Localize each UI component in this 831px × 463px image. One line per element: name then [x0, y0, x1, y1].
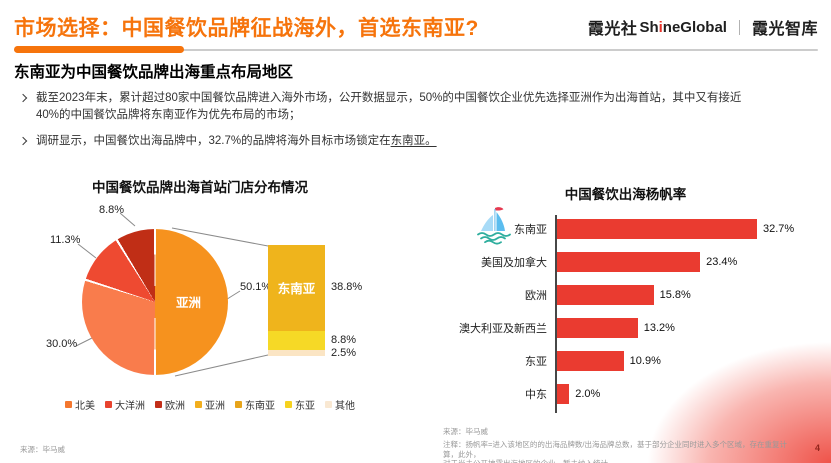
- legend-item: 欧洲: [155, 397, 185, 412]
- bullet-list: 截至2023年末，累计超过80家中国餐饮品牌进入海外市场，公开数据显示，50%的…: [18, 90, 820, 159]
- bar: [557, 318, 638, 338]
- bar-category-label: 东亚: [525, 356, 547, 368]
- stack-value-label: 8.8%: [331, 334, 357, 346]
- legend-item: 东亚: [285, 397, 315, 412]
- bar-chart-title: 中国餐饮出海杨帆率: [564, 187, 687, 202]
- legend-label: 大洋洲: [115, 401, 145, 412]
- bar-row: 东亚 10.9%: [420, 351, 831, 371]
- legend-item: 其他: [325, 397, 355, 412]
- legend-label: 亚洲: [205, 401, 225, 412]
- legend-label: 其他: [335, 401, 355, 412]
- stack-segment: [268, 330, 325, 351]
- source-right: 来源：毕马威: [443, 427, 488, 436]
- bar-category-label: 欧洲: [525, 290, 547, 302]
- logo-red-i: i: [658, 18, 663, 36]
- bullet-text: 调研显示，中国餐饮出海品牌中，32.7%的品牌将海外目标市场锁定在东南亚。: [36, 135, 437, 147]
- bullet-item: 调研显示，中国餐饮出海品牌中，32.7%的品牌将海外目标市场锁定在东南亚。: [18, 133, 820, 150]
- bar-row: 美国及加拿大 23.4%: [420, 252, 831, 272]
- bar: [557, 219, 757, 239]
- legend-label: 东南亚: [245, 401, 275, 412]
- pie-chart-panel: 中国餐饮品牌出海首站门店分布情况 亚洲 50.1% 30.0% 11.3% 8.…: [0, 168, 420, 420]
- legend-swatch: [325, 401, 332, 408]
- footnote-line: 注释：扬帆率=进入该地区的的出海品牌数/出海品牌总数，基于部分企业同时进入多个区…: [443, 440, 787, 459]
- pie: [82, 229, 228, 375]
- bar-category-label: 中东: [525, 389, 547, 401]
- legend-swatch: [195, 401, 202, 408]
- page-number: 4: [814, 443, 820, 453]
- bar: [557, 285, 654, 305]
- underlined-text: 东南亚。: [390, 135, 437, 147]
- bullet-text: 截至2023年末，累计超过80家中国餐饮品牌进入海外市场，公开数据显示，50%的…: [36, 92, 742, 121]
- bar-value-label: 23.4%: [706, 256, 738, 268]
- legend-item: 东南亚: [235, 397, 275, 412]
- bar: [557, 252, 701, 272]
- legend-item: 亚洲: [195, 397, 225, 412]
- source-left: 来源：毕马威: [20, 445, 65, 454]
- bar-value-label: 13.2%: [643, 322, 675, 334]
- legend-swatch: [105, 401, 112, 408]
- arrow-right-icon: [18, 136, 28, 146]
- bar-row: 东南亚 32.7%: [420, 219, 831, 239]
- header-divider-line: [14, 49, 818, 51]
- bar-category-label: 东南亚: [514, 224, 547, 236]
- bullet-item: 截至2023年末，累计超过80家中国餐饮品牌进入海外市场，公开数据显示，50%的…: [18, 90, 820, 124]
- legend-swatch: [235, 401, 242, 408]
- bar-value-label: 32.7%: [763, 223, 795, 235]
- legend-label: 北美: [75, 401, 95, 412]
- stack-segment: [268, 350, 325, 356]
- breakout-stack: 东南亚: [268, 245, 325, 356]
- bar-row: 欧洲 15.8%: [420, 285, 831, 305]
- logo-separator: ｜: [731, 19, 747, 37]
- pie-value-label: 50.1%: [240, 281, 272, 293]
- bar-axis-line: [555, 215, 557, 413]
- legend-item: 北美: [65, 397, 95, 412]
- legend-item: 大洋洲: [105, 397, 145, 412]
- pie-chart-title: 中国餐饮品牌出海首站门店分布情况: [92, 180, 308, 195]
- pie-legend: 北美 大洋洲 欧洲 亚洲 东南亚 东亚 其他: [0, 397, 420, 412]
- bar-rows: 东南亚 32.7% 美国及加拿大 23.4% 欧洲 15.8% 澳大利亚及新西兰 13.2% 东…: [420, 219, 831, 417]
- legend-swatch: [285, 401, 292, 408]
- bar-category-label: 美国及加拿大: [481, 257, 547, 269]
- pie-value-label: 8.8%: [99, 204, 125, 216]
- bar: [557, 351, 624, 371]
- logo-text-en: ShineGlobal: [639, 18, 727, 36]
- legend-swatch: [155, 401, 162, 408]
- bar-row: 澳大利亚及新西兰 13.2%: [420, 318, 831, 338]
- legend-swatch: [65, 401, 72, 408]
- footnote-line: 对于尚未公开披露出海地区的企业，暂未纳入统计。: [443, 459, 795, 463]
- bar-chart-panel: 中国餐饮出海杨帆率 东南亚 32.7% 美国及加拿大 23.4% 欧洲 15.8% 澳大利亚…: [420, 168, 831, 420]
- bar: [557, 384, 570, 404]
- stack-segment: 东南亚: [268, 245, 325, 331]
- legend-label: 东亚: [295, 401, 315, 412]
- brand-logo: 霞光社 ShineGlobal ｜ 霞光智库: [588, 15, 818, 39]
- sailboat-icon: [477, 207, 511, 245]
- bar-value-label: 10.9%: [629, 355, 661, 367]
- arrow-right-icon: [18, 93, 28, 103]
- stack-value-label: 38.8%: [331, 281, 363, 293]
- logo-text-cn2: 霞光智库: [751, 21, 818, 38]
- page-title: 市场选择：中国餐饮品牌征战海外，首选东南亚?: [14, 17, 479, 40]
- bar-value-label: 2.0%: [575, 388, 601, 400]
- pie-value-label: 30.0%: [46, 338, 78, 350]
- footnote: 注释：扬帆率=进入该地区的的出海品牌数/出海品牌总数，基于部分企业同时进入多个区…: [443, 440, 795, 463]
- header-accent-bar: [14, 46, 184, 53]
- bar-row: 中东 2.0%: [420, 384, 831, 404]
- stack-value-label: 2.5%: [331, 347, 357, 359]
- bar-value-label: 15.8%: [659, 289, 691, 301]
- pie-slice-label-asia: 亚洲: [176, 296, 202, 310]
- logo-text-cn: 霞光社: [587, 21, 638, 38]
- pie-value-label: 11.3%: [50, 234, 81, 246]
- stack-segment-label: 东南亚: [277, 282, 316, 297]
- section-heading: 东南亚为中国餐饮品牌出海重点布局地区: [14, 64, 294, 81]
- legend-label: 欧洲: [165, 401, 185, 412]
- bar-category-label: 澳大利亚及新西兰: [459, 323, 547, 335]
